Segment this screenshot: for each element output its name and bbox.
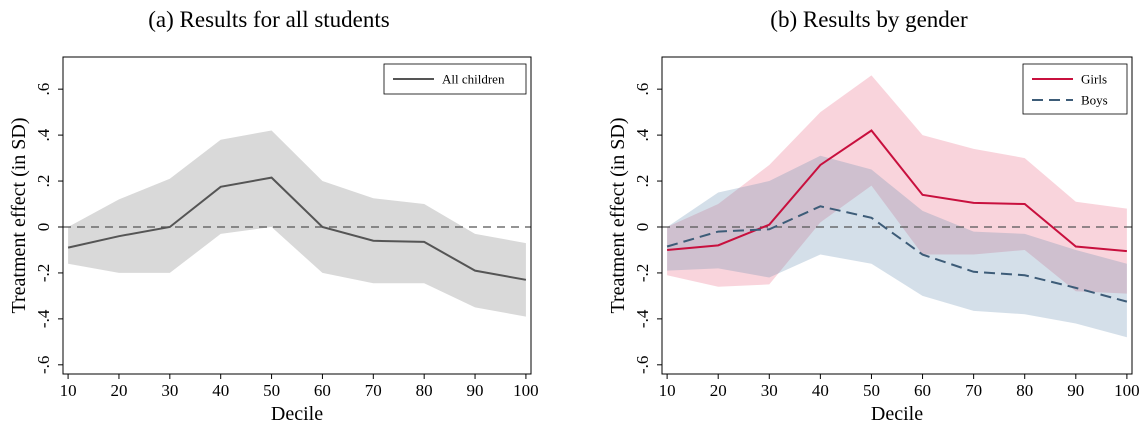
y-tick-label: .4 [633, 128, 652, 141]
x-tick-label: 50 [863, 381, 880, 400]
x-axis-label: Decile [271, 403, 323, 425]
y-tick-label: -.2 [633, 264, 652, 282]
y-tick-label: .6 [633, 83, 652, 96]
legend-label-all-children: All children [442, 72, 505, 87]
series-line-all-children [67, 176, 527, 281]
x-tick-label: 90 [1067, 381, 1084, 400]
x-tick-label: 100 [1114, 381, 1140, 400]
x-tick-label: 70 [965, 381, 982, 400]
y-tick-label: .4 [34, 128, 53, 141]
confidence-band-boys [667, 155, 1127, 338]
panel-b: (b) Results by gender 10 20 30 40 50 60 70 80 90 1… [607, 7, 1140, 425]
y-tick-label: .2 [633, 175, 652, 188]
x-tick-label: 30 [761, 381, 778, 400]
x-tick-label: 100 [513, 381, 539, 400]
y-tick-label: 0 [633, 223, 652, 232]
y-axis-label: Treatment effect (in SD) [8, 117, 30, 313]
series-line-boys [666, 205, 1128, 303]
y-axis-label: Treatment effect (in SD) [607, 117, 629, 313]
x-tick-label: 80 [416, 381, 433, 400]
y-tick-label: .6 [34, 83, 53, 96]
y-tick-label: -.2 [34, 264, 53, 282]
x-tick-label: 20 [710, 381, 727, 400]
legend-label-girls: Girls [1081, 72, 1107, 87]
x-tick-label: 30 [161, 381, 178, 400]
x-tick-label: 10 [60, 381, 77, 400]
x-tick-label: 40 [212, 381, 229, 400]
x-tick-label: 50 [263, 381, 280, 400]
legend: All children [383, 63, 527, 95]
panel-subcaption: (a) Results for all students [148, 7, 390, 32]
confidence-band-girls [667, 75, 1127, 294]
panel-subcaption: (b) Results by gender [770, 7, 968, 32]
x-tick-label: 80 [1016, 381, 1033, 400]
legend-box [1022, 63, 1128, 115]
x-tick-label: 40 [812, 381, 829, 400]
x-tick-label: 90 [467, 381, 484, 400]
x-tick-label: 10 [659, 381, 676, 400]
x-tick-label: 20 [110, 381, 127, 400]
y-tick-label: -.4 [34, 309, 53, 328]
plot-frame [661, 56, 1133, 375]
legend-label-boys: Boys [1081, 93, 1108, 108]
x-tick-label: 60 [914, 381, 931, 400]
x-tick-label: 70 [365, 381, 382, 400]
y-tick-label: 0 [34, 223, 53, 232]
x-axis-label: Decile [871, 403, 923, 425]
series-line-girls [667, 129, 1127, 253]
y-tick-label: -.4 [633, 309, 652, 328]
y-tick-label: -.6 [34, 356, 53, 374]
panel-a: (a) Results for all students 10 20 30 40 50 60… [8, 7, 539, 425]
y-tick-label: -.6 [633, 356, 652, 374]
y-tick-label: .2 [34, 175, 53, 188]
x-tick-label: 60 [314, 381, 331, 400]
confidence-band-all-children [68, 130, 526, 317]
legend: Girls Boys [1022, 63, 1128, 115]
plot-frame [62, 56, 532, 375]
